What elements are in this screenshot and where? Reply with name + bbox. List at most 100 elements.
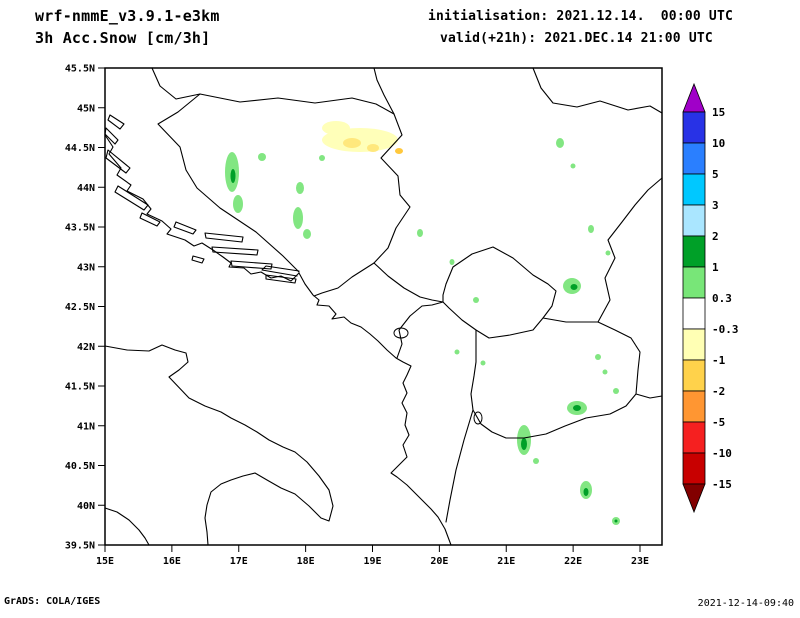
latitude-axis: 45.5N 45N 44.5N 44N 43.5N 43N 42.5N 42N 41.5N 41N… bbox=[65, 64, 105, 552]
snow-shading-layer bbox=[225, 121, 620, 525]
x-tick-label: 19E bbox=[363, 556, 381, 567]
border-drina-bosnia-serbia bbox=[373, 113, 411, 264]
island-solta bbox=[173, 221, 197, 235]
snow-patch-light_green bbox=[296, 182, 304, 194]
snow-patch-yellow bbox=[367, 144, 379, 152]
y-tick-label: 45N bbox=[77, 103, 95, 114]
border-croatia-bosnia-west bbox=[157, 93, 300, 273]
colorbar-segment bbox=[682, 390, 706, 423]
snow-patch-light_green bbox=[533, 458, 539, 464]
snow-patch-light_green bbox=[613, 388, 619, 394]
island-kornati bbox=[139, 212, 161, 227]
colorbar-label: 2 bbox=[712, 230, 719, 243]
y-tick-label: 45.5N bbox=[65, 64, 95, 75]
colorbar-label: -15 bbox=[712, 478, 732, 491]
snow-patch-light_green bbox=[605, 250, 611, 256]
x-tick-label: 18E bbox=[297, 556, 315, 567]
border-montenegro-serbia bbox=[373, 262, 444, 303]
peninsula-peljesac bbox=[261, 265, 300, 277]
snow-patch-pale_yellow bbox=[322, 121, 350, 135]
snow-patch-dark_green bbox=[573, 405, 581, 411]
colorbar-segment bbox=[682, 266, 706, 299]
y-tick-label: 41.5N bbox=[65, 382, 95, 393]
border-serbia-romania bbox=[532, 67, 663, 114]
border-bulgaria-greece bbox=[635, 393, 663, 399]
colorbar-label: -0.3 bbox=[712, 323, 739, 336]
colorbar-segment bbox=[682, 359, 706, 392]
island-vis bbox=[191, 255, 205, 264]
x-tick-label: 17E bbox=[230, 556, 248, 567]
border-north-macedonia bbox=[470, 317, 641, 439]
snow-patch-light_green bbox=[556, 138, 564, 148]
colorbar-label: -5 bbox=[712, 416, 725, 429]
y-tick-label: 40N bbox=[77, 501, 95, 512]
plot-timestamp: 2021-12-14-09:40 bbox=[697, 598, 794, 609]
y-tick-label: 43N bbox=[77, 262, 95, 273]
snow-patch-dark_green bbox=[230, 169, 236, 183]
snow-patch-light_green bbox=[588, 225, 594, 233]
lake-ohrid-outline bbox=[473, 411, 483, 425]
coastline-italy-adriatic bbox=[104, 344, 334, 546]
y-tick-label: 39.5N bbox=[65, 541, 95, 552]
coastline-adriatic-east bbox=[104, 134, 452, 546]
colorbar-segment bbox=[682, 235, 706, 268]
colorbar-label: 3 bbox=[712, 199, 719, 212]
snow-patch-light_green bbox=[293, 207, 303, 229]
border-albania-greece bbox=[445, 409, 474, 523]
snow-patch-light_green bbox=[258, 153, 266, 161]
snow-patch-dark_green bbox=[583, 488, 589, 496]
coastline-italy-tyrrhenian bbox=[104, 507, 150, 546]
snow-patch-light_green bbox=[233, 195, 243, 213]
border-kosovo bbox=[442, 246, 557, 339]
colorbar-segment bbox=[682, 297, 706, 330]
snow-patch-light_green bbox=[303, 229, 311, 239]
snow-patch-light_green bbox=[319, 155, 325, 161]
y-tick-label: 40.5N bbox=[65, 461, 95, 472]
border-bosnia-montenegro bbox=[313, 262, 375, 297]
snow-patch-gold bbox=[395, 148, 403, 154]
colorbar-arrow-below bbox=[682, 483, 706, 514]
snow-patch-light_green bbox=[595, 354, 601, 360]
y-tick-label: 42.5N bbox=[65, 302, 95, 313]
colorbar-label: 0.3 bbox=[712, 292, 732, 305]
valid-time-label: valid(+21h): 2021.DEC.14 21:00 UTC bbox=[440, 31, 713, 46]
grads-credit: GrADS: COLA/IGES bbox=[4, 596, 101, 607]
snow-patch-light_green bbox=[449, 259, 455, 265]
snow-patch-light_green bbox=[473, 297, 479, 303]
colorbar-segment bbox=[682, 111, 706, 144]
colorbar-segment bbox=[682, 204, 706, 237]
border-slovenia-sava bbox=[151, 67, 395, 115]
snow-patch-dark_green bbox=[570, 284, 578, 290]
x-tick-label: 22E bbox=[564, 556, 582, 567]
field-title: 3h Acc.Snow [cm/3h] bbox=[35, 29, 211, 47]
island-mljet bbox=[265, 274, 297, 284]
colorbar-segment bbox=[682, 328, 706, 361]
colorbar-label: 1 bbox=[712, 261, 719, 274]
colorbar-label: -1 bbox=[712, 354, 726, 367]
x-tick-label: 16E bbox=[163, 556, 181, 567]
colorbar-label: 10 bbox=[712, 137, 725, 150]
colorbar-legend: 15 10 5 3 2 1 0.3 -0.3 -1 -2 -5 -10 -15 bbox=[682, 82, 739, 514]
coastlines-borders-layer bbox=[104, 67, 663, 546]
x-tick-label: 15E bbox=[96, 556, 114, 567]
island-dugi-otok bbox=[114, 185, 149, 211]
y-tick-label: 43.5N bbox=[65, 223, 95, 234]
colorbar-segment bbox=[682, 452, 706, 485]
island-rab bbox=[104, 127, 119, 145]
y-tick-label: 41N bbox=[77, 421, 95, 432]
island-pag bbox=[105, 149, 131, 174]
snow-patch-dark_green bbox=[521, 438, 527, 450]
island-krk bbox=[107, 114, 125, 130]
colorbar-segment bbox=[682, 421, 706, 454]
x-tick-label: 23E bbox=[631, 556, 649, 567]
y-tick-label: 44.5N bbox=[65, 143, 95, 154]
border-serbia-bulgaria bbox=[597, 177, 663, 323]
snow-patch-light_green bbox=[417, 229, 423, 237]
colorbar-label: 5 bbox=[712, 168, 719, 181]
island-brac bbox=[204, 232, 244, 243]
snow-patch-yellow bbox=[343, 138, 361, 148]
init-time-label: initialisation: 2021.12.14. 00:00 UTC bbox=[428, 9, 734, 24]
colorbar-segment bbox=[682, 173, 706, 206]
